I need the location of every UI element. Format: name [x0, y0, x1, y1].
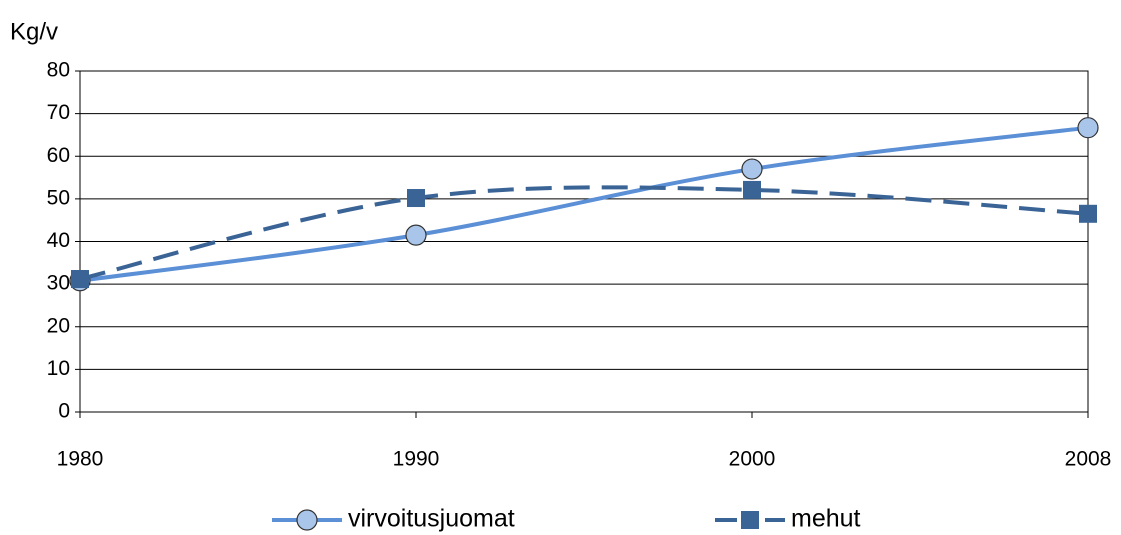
data-point	[1077, 117, 1099, 139]
y-tick-label: 70	[47, 101, 70, 124]
data-point	[405, 224, 427, 246]
series-line	[79, 125, 1089, 283]
x-tick-label: 1980	[57, 448, 104, 471]
legend-marker	[741, 511, 759, 529]
x-tick-label: 2000	[729, 448, 776, 471]
x-tick-label: 2008	[1065, 448, 1112, 471]
y-tick-label: 0	[58, 400, 70, 423]
y-tick-label: 20	[47, 314, 70, 337]
y-axis-label: Kg/v	[10, 18, 58, 45]
data-point	[407, 189, 425, 208]
data-point	[1079, 204, 1097, 223]
legend-marker	[296, 509, 318, 531]
y-tick-label: 40	[47, 229, 70, 252]
y-tick-label: 60	[47, 144, 70, 167]
legend-label: virvoitusjuomat	[348, 505, 515, 533]
y-tick-label: 10	[47, 357, 70, 380]
data-point	[741, 158, 763, 180]
x-tick-label: 1990	[393, 448, 440, 471]
y-tick-label: 50	[47, 186, 70, 209]
y-tick-label: 30	[47, 272, 70, 295]
series-line	[79, 185, 1089, 281]
data-point	[71, 270, 89, 289]
data-point	[743, 180, 761, 199]
legend-label: mehut	[791, 505, 861, 533]
plot-border	[79, 70, 1089, 413]
y-tick-label: 80	[47, 59, 70, 82]
